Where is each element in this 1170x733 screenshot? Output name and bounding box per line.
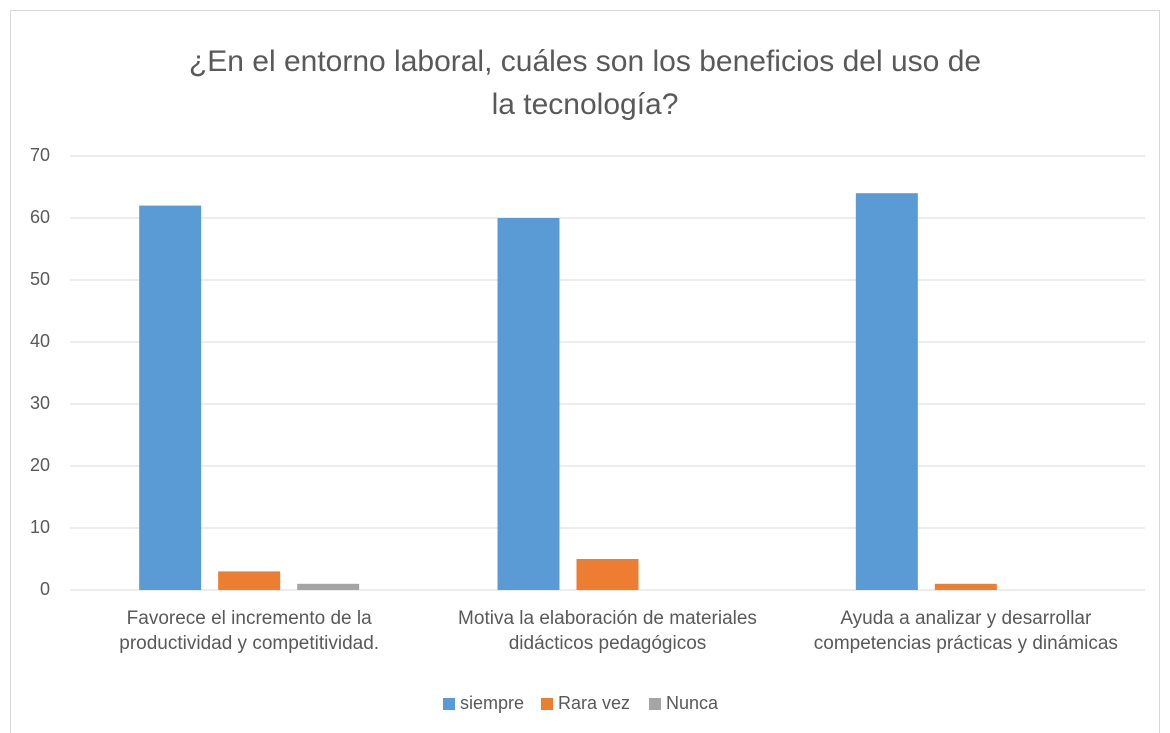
bar: [139, 205, 202, 590]
legend-swatch: [443, 698, 455, 710]
y-tick-label: 10: [30, 517, 50, 537]
bar: [576, 559, 639, 590]
y-tick-label: 40: [30, 331, 50, 351]
y-tick-label: 50: [30, 269, 50, 289]
chart-title: la tecnología?: [492, 88, 679, 121]
legend-label: Rara vez: [558, 693, 630, 713]
y-tick-label: 30: [30, 393, 50, 413]
legend-label: siempre: [460, 693, 524, 713]
chart-border: [10, 10, 1160, 733]
bar: [934, 583, 997, 590]
x-tick-label: Favorece el incremento de la productivid…: [119, 608, 380, 654]
bar: [297, 583, 360, 590]
y-tick-label: 0: [40, 579, 50, 599]
chart-title: ¿En el entorno laboral, cuáles son los b…: [189, 45, 981, 78]
legend-label: Nunca: [666, 693, 719, 713]
legend-swatch: [649, 698, 661, 710]
bar: [855, 193, 918, 590]
y-tick-label: 60: [30, 207, 50, 227]
y-tick-label: 20: [30, 455, 50, 475]
y-tick-label: 70: [30, 145, 50, 165]
legend-swatch: [541, 698, 553, 710]
x-tick-label: Ayuda a analizar y desarrollar competenc…: [813, 608, 1118, 654]
bar: [497, 218, 560, 590]
x-tick-label: Motiva la elaboración de materiales didá…: [458, 608, 757, 654]
bar: [218, 571, 281, 590]
